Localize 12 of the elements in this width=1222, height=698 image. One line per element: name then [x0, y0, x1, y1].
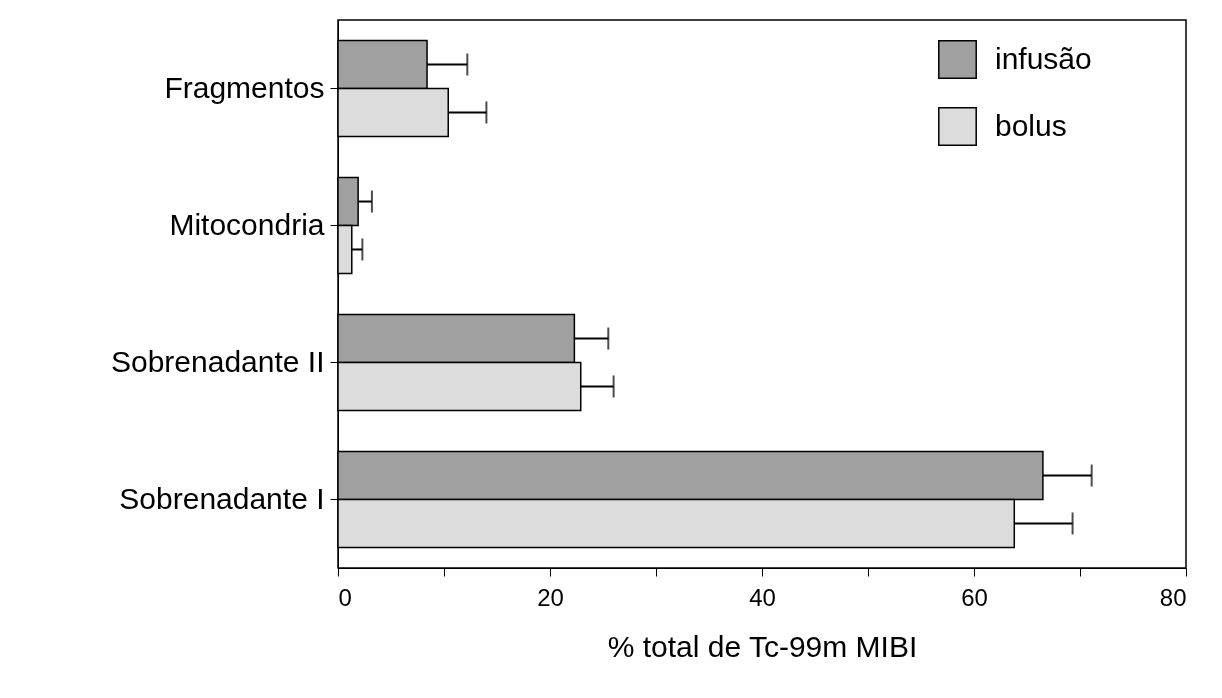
y-tick-label: Mitocondria: [169, 207, 325, 241]
y-tick-label: Sobrenadante I: [119, 481, 325, 515]
x-tick-label: 20: [537, 583, 564, 611]
x-tick-label: 0: [338, 583, 352, 611]
y-tick-label: Sobrenadante II: [110, 344, 325, 378]
x-axis-title: % total de Tc-99m MIBI: [607, 629, 918, 663]
x-tick-label: 40: [749, 583, 776, 611]
x-tick-label: 80: [1159, 583, 1187, 611]
x-tick-label: 60: [961, 583, 988, 611]
legend-label: bolus: [995, 108, 1067, 142]
y-tick-label: Fragmentos: [164, 70, 325, 104]
legend-label: infusão: [995, 41, 1092, 75]
